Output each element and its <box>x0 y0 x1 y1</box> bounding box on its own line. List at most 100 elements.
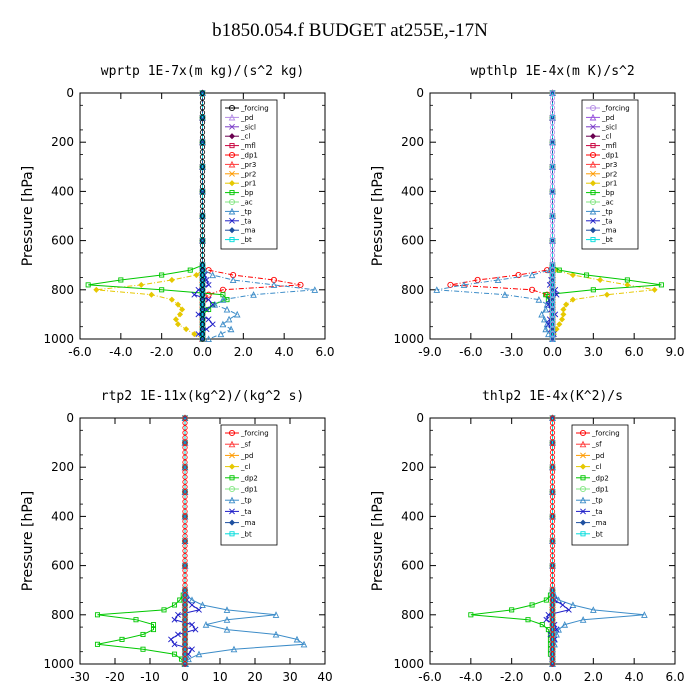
y-tick-label: 1000 <box>393 657 424 671</box>
y-axis-label: Pressure [hPa] <box>370 491 386 591</box>
data-point <box>597 276 604 283</box>
zero-line-marker <box>549 567 556 574</box>
x-tick-label: 20 <box>247 670 262 684</box>
data-point <box>603 291 610 298</box>
zero-line-marker <box>549 90 556 96</box>
zero-line-marker <box>549 134 556 140</box>
zero-line-marker <box>549 267 556 273</box>
legend-entry: _cl <box>225 133 250 141</box>
x-tick-label: 0.0 <box>543 670 562 684</box>
zero-line-marker <box>182 631 188 638</box>
legend-label: _forcing <box>240 105 269 113</box>
legend-entry: _dp2 <box>576 474 609 482</box>
zero-line-marker <box>549 252 556 258</box>
legend-label: _cl <box>601 133 611 141</box>
data-point <box>229 276 237 284</box>
zero-line-marker <box>199 203 206 209</box>
data-point <box>94 612 101 618</box>
panel-title: wprtp 1E-7x(m kg)/(s^2 kg) <box>101 64 305 79</box>
panel-title: rtp2 1E-11x(kg^2)/(kg^2 s) <box>101 389 305 404</box>
x-tick-label: -20 <box>105 670 125 684</box>
legend-entry: _cl <box>586 133 611 141</box>
data-point <box>559 316 566 323</box>
zero-line-marker <box>199 129 206 135</box>
zero-line-marker <box>549 439 556 446</box>
legend-entry: _mfl <box>586 142 617 150</box>
panel-title: wpthlp 1E-4x(m K)/s^2 <box>470 64 634 79</box>
data-point <box>230 645 238 653</box>
zero-line-marker <box>182 430 188 436</box>
y-tick-label: 600 <box>51 234 74 248</box>
zero-line-marker <box>549 198 556 204</box>
x-tick-label: 40 <box>317 670 332 684</box>
zero-line-marker <box>182 499 188 505</box>
zero-line-marker <box>182 636 188 643</box>
zero-line-marker <box>182 582 188 588</box>
zero-line-marker <box>199 301 206 308</box>
legend-entry: _pr1 <box>225 180 256 188</box>
legend-label: _ac <box>601 199 614 207</box>
zero-line-marker <box>549 508 556 515</box>
data-point <box>311 286 319 293</box>
zero-line-marker <box>549 631 556 638</box>
zero-line-marker <box>549 646 556 652</box>
legend-label: _forcing <box>591 430 620 438</box>
legend-label: _bt <box>591 530 603 538</box>
data-point <box>174 321 182 328</box>
legend-label: _bp <box>601 189 615 197</box>
zero-line-marker <box>549 558 556 564</box>
zero-line-marker <box>549 213 556 219</box>
data-point <box>177 597 183 603</box>
legend-label: _pd <box>240 452 253 460</box>
data-point <box>270 281 278 288</box>
zero-line-marker <box>182 454 188 460</box>
zero-line-marker <box>549 129 556 135</box>
legend-entry: _pr3 <box>586 160 617 169</box>
legend-entry: _ta <box>576 508 603 516</box>
x-tick-label: 6.0 <box>665 670 684 684</box>
zero-line-marker <box>199 233 206 239</box>
legend-label: _ma <box>601 227 617 235</box>
y-tick-label: 0 <box>416 86 424 100</box>
data-point <box>195 650 203 658</box>
zero-line-marker <box>549 661 556 667</box>
data-point <box>191 331 198 338</box>
zero-line-marker <box>549 420 556 426</box>
series-dp2 <box>94 415 188 667</box>
zero-line-marker <box>182 626 188 633</box>
zero-line-marker <box>549 582 556 588</box>
legend-label: _tp <box>240 497 252 505</box>
legend-entry: _tp <box>225 496 252 505</box>
zero-line-marker <box>182 435 188 441</box>
panel-3: rtp2 1E-11x(kg^2)/(kg^2 s) Pressure [hPa]… <box>20 389 333 684</box>
legend-label: _pr1 <box>601 180 617 188</box>
data-point <box>189 621 195 628</box>
zero-line-marker <box>182 587 188 593</box>
legend-entry: _sf <box>225 440 251 449</box>
zero-line-marker <box>199 252 206 258</box>
data-point <box>202 621 210 628</box>
zero-line-marker <box>199 292 206 298</box>
legend-label: _ta <box>591 508 603 516</box>
x-tick-label: 4.0 <box>275 345 294 359</box>
zero-line-marker <box>549 233 556 239</box>
zero-line-marker <box>182 523 188 529</box>
x-tick-label: 0.0 <box>543 345 562 359</box>
legend-entry: _pd <box>225 113 253 122</box>
y-tick-label: 800 <box>51 608 74 622</box>
zero-line-marker <box>549 218 556 224</box>
zero-line-marker <box>199 154 206 160</box>
data-point <box>140 646 146 652</box>
data-point <box>297 281 304 288</box>
zero-line-marker <box>182 577 188 583</box>
legend-entry: _bt <box>576 530 603 538</box>
zero-line-marker <box>549 311 556 317</box>
zero-line-marker <box>549 435 556 441</box>
legend-entry: _bp <box>586 189 615 197</box>
zero-line-marker <box>549 449 556 456</box>
y-tick-label: 800 <box>51 283 74 297</box>
y-tick-label: 200 <box>51 460 74 474</box>
legend-entry: _pr3 <box>225 160 256 169</box>
zero-line-marker <box>182 612 188 618</box>
data-point <box>501 291 509 298</box>
